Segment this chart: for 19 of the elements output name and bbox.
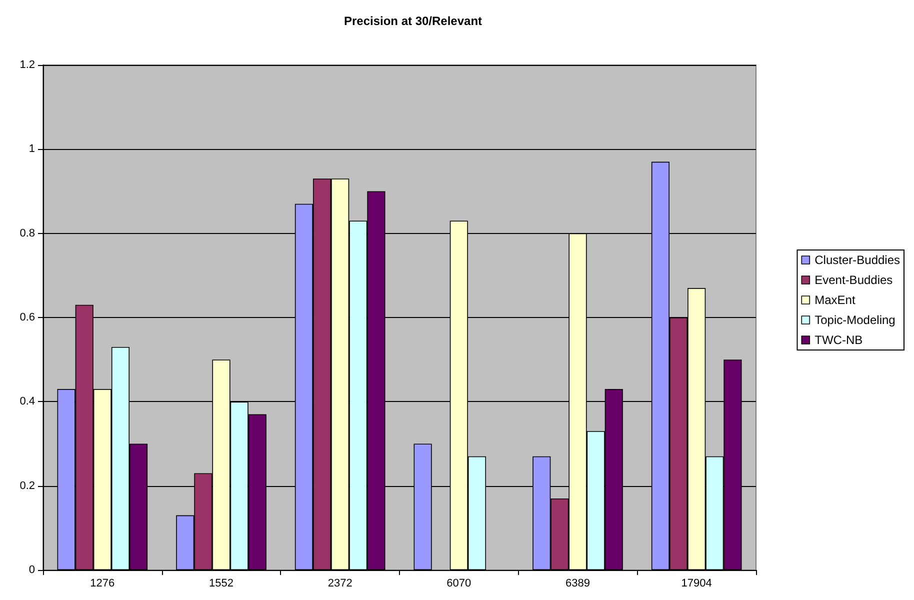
- legend-label: TWC-NB: [814, 333, 863, 347]
- legend-label: Event-Buddies: [814, 273, 893, 287]
- legend-label: Topic-Modeling: [814, 313, 896, 327]
- y-tick-label: 0.8: [20, 227, 35, 240]
- x-tick-label: 6070: [446, 578, 472, 590]
- y-tick-label: 0.4: [20, 396, 35, 408]
- legend-label: MaxEnt: [814, 293, 856, 307]
- chart-title: Precision at 30/Relevant: [344, 14, 482, 28]
- x-tick-label: 1552: [209, 578, 234, 590]
- x-tick-label: 2372: [328, 578, 352, 590]
- x-tick-label: 17904: [681, 578, 712, 590]
- y-tick-label: 1.2: [20, 59, 35, 71]
- x-tick-label: 6389: [566, 578, 590, 590]
- y-tick-label: 1: [28, 143, 35, 156]
- legend-label: Cluster-Buddies: [814, 253, 900, 267]
- y-tick-label: 0.2: [20, 480, 35, 492]
- x-tick-label: 1276: [90, 578, 115, 590]
- y-tick-label: 0.6: [20, 312, 35, 324]
- y-tick-label: 0: [28, 564, 35, 576]
